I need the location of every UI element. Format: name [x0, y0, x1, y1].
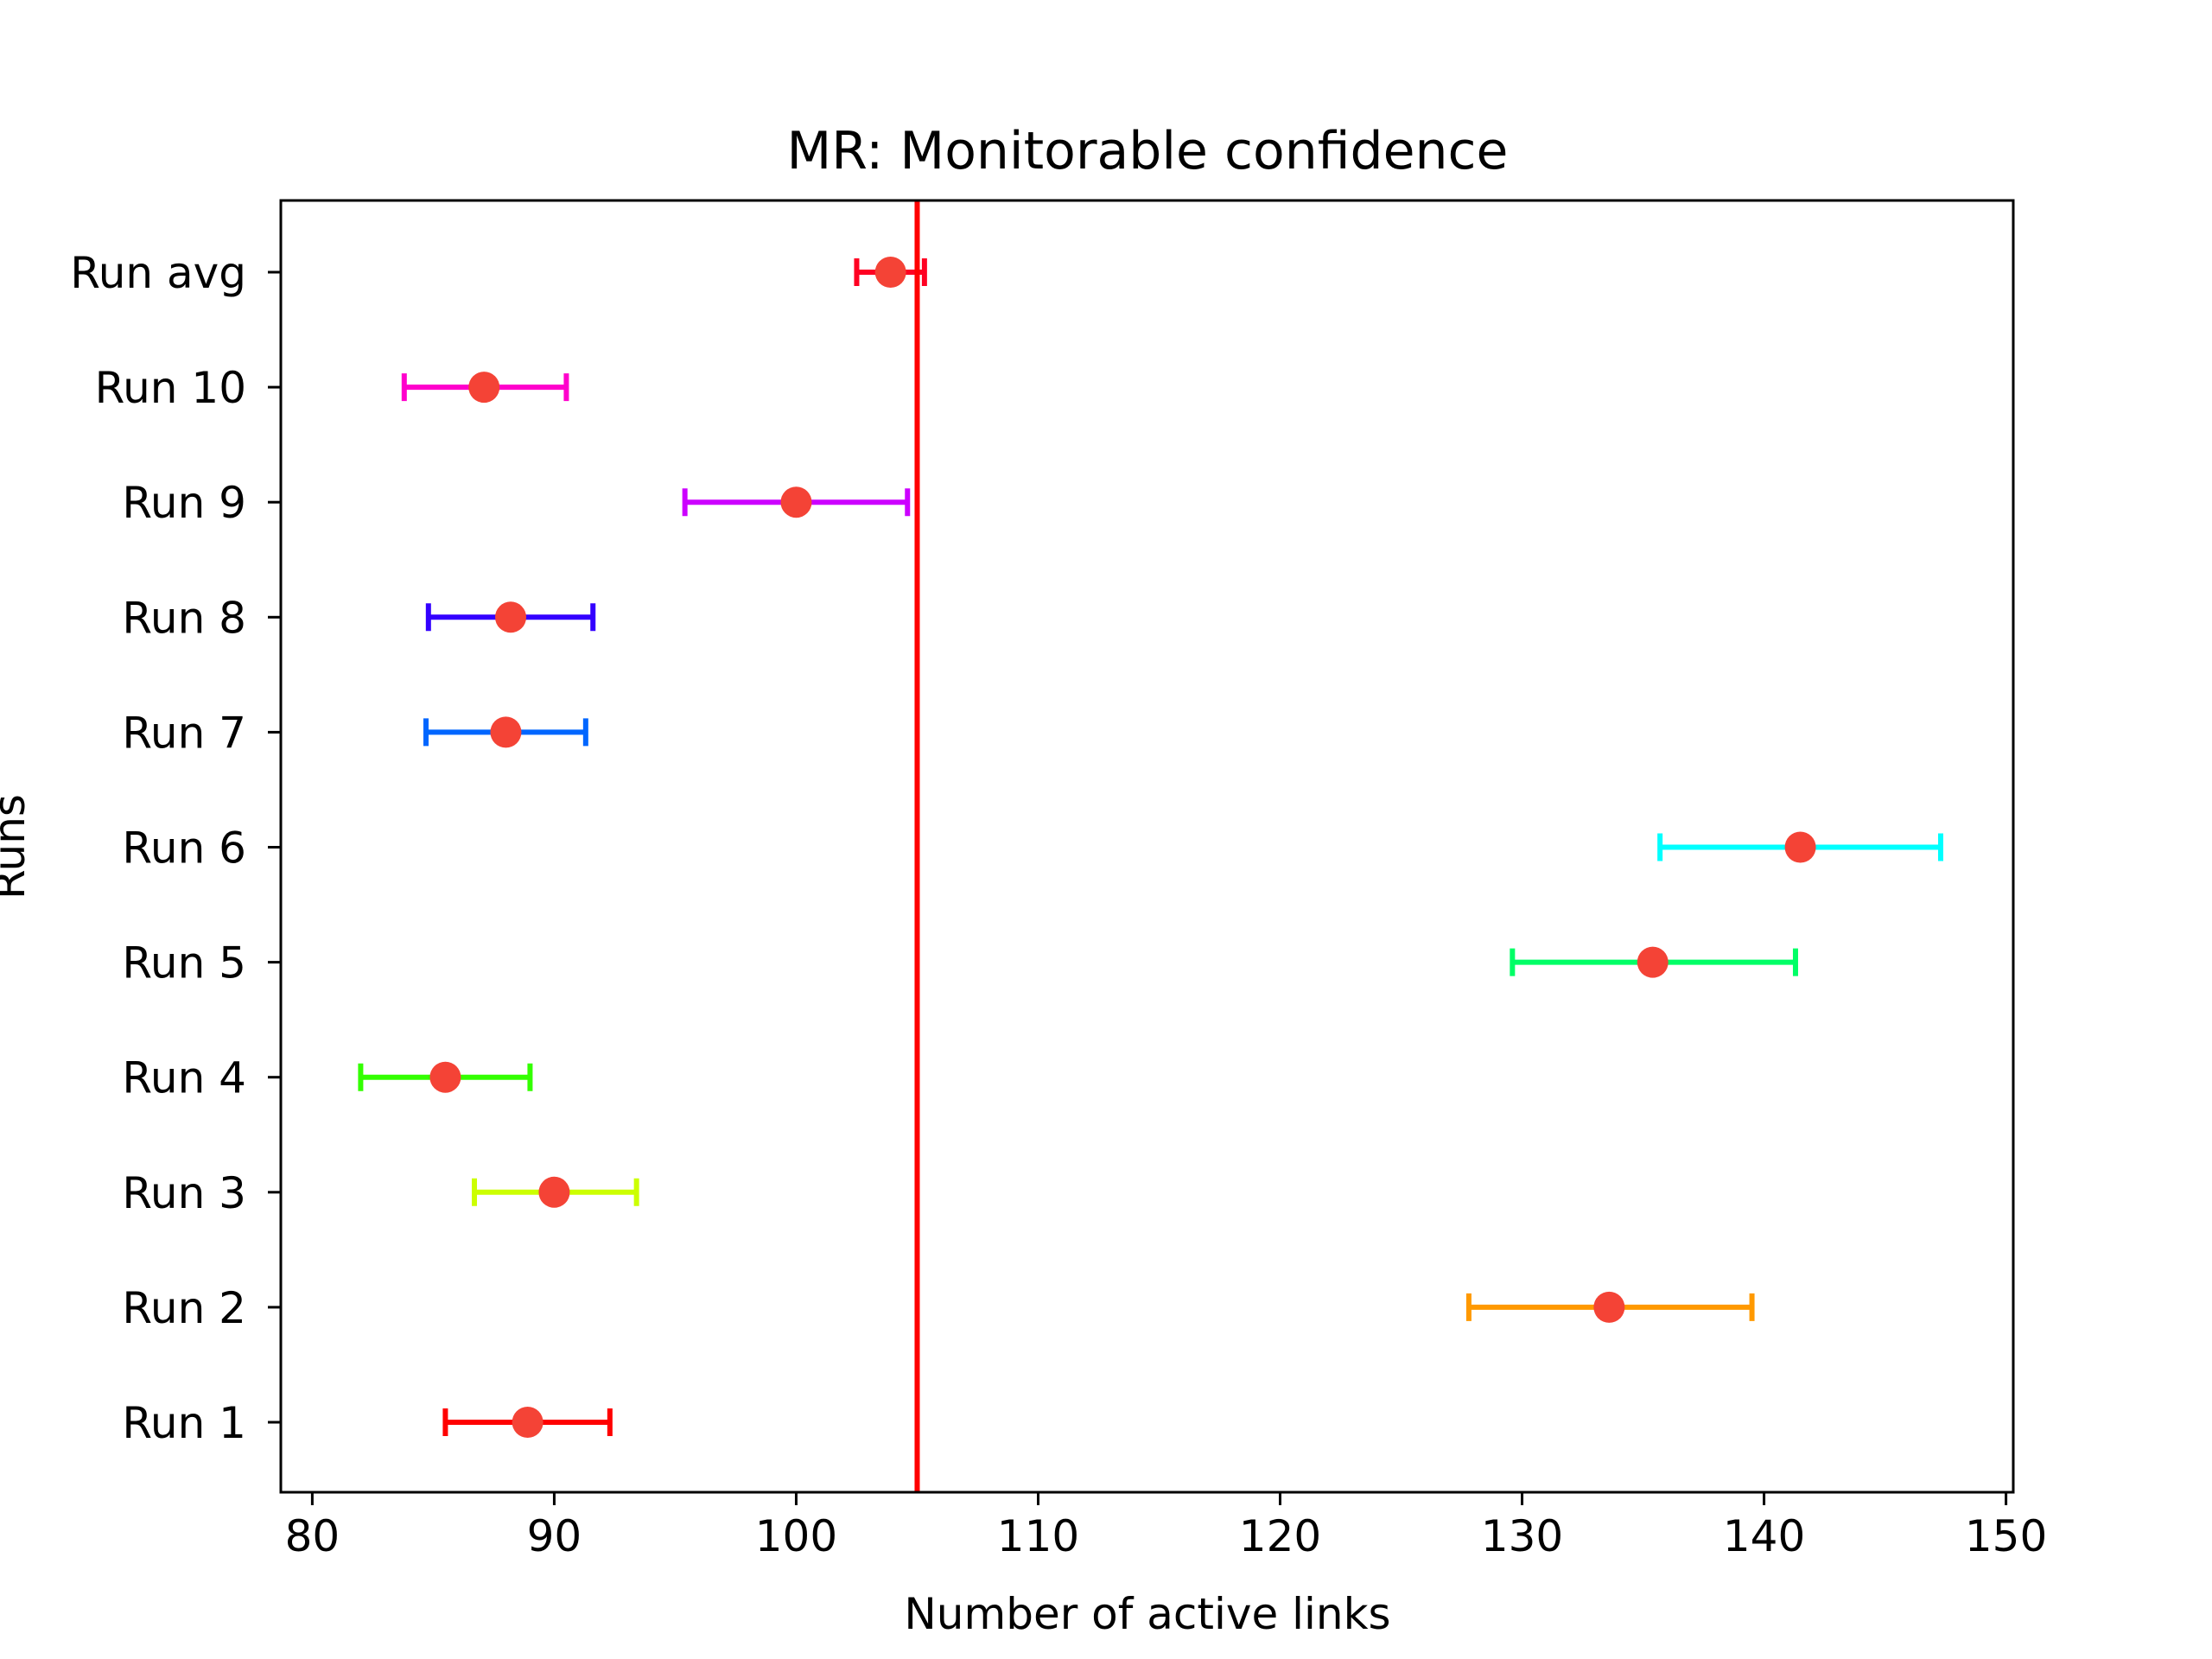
x-tick-label: 90 [527, 1511, 582, 1561]
error-bar-6 [1657, 831, 1943, 863]
y-tick-label: Run 4 [122, 1053, 246, 1103]
x-tick-label: 100 [755, 1511, 837, 1561]
x-tick-label: 120 [1239, 1511, 1321, 1561]
data-point [780, 486, 812, 518]
y-axis-label: Runs [0, 794, 35, 899]
y-tick-label: Run 6 [122, 823, 246, 874]
x-tick-label: 140 [1723, 1511, 1805, 1561]
y-tick-label: Run 7 [122, 708, 246, 758]
y-tick-label: Run 1 [122, 1398, 246, 1448]
error-bar-8 [425, 601, 596, 633]
x-tick-label: 80 [285, 1511, 340, 1561]
error-bar-4 [358, 1061, 533, 1093]
y-tick-label: Run 9 [122, 478, 246, 528]
data-point [538, 1176, 570, 1208]
data-point [1593, 1291, 1625, 1323]
data-point [429, 1061, 461, 1093]
error-bar-9 [682, 486, 911, 518]
data-point [468, 372, 500, 404]
chart-title: MR: Monitorable confidence [787, 121, 1509, 181]
y-tick-label: Run 2 [122, 1283, 246, 1333]
y-axis-ticks: Run 1 Run 2 Run 3 Run 4 Run 5 Run 6 Run 7 Run 8… [70, 248, 281, 1448]
axes-frame [279, 199, 2015, 1494]
x-axis-label: Number of active links [904, 1589, 1390, 1639]
y-tick-label: Run 3 [122, 1168, 246, 1218]
x-tick-label: 110 [997, 1511, 1079, 1561]
error-bar-10 [401, 372, 569, 404]
x-tick-label: 150 [1965, 1511, 2047, 1561]
error-bar-1 [442, 1407, 613, 1438]
x-tick-label: 130 [1481, 1511, 1563, 1561]
data-point [495, 601, 527, 633]
y-tick-label: Run avg [70, 248, 246, 298]
error-bar-7 [423, 716, 588, 748]
error-bar-2 [1465, 1291, 1755, 1323]
data-point [874, 257, 906, 288]
data-point [512, 1407, 543, 1438]
data-point [1784, 831, 1816, 863]
y-tick-label: Run 10 [95, 363, 246, 413]
error-bar-11 [854, 257, 927, 288]
y-tick-label: Run 8 [122, 593, 246, 643]
data-point [490, 716, 522, 748]
error-bar-3 [472, 1176, 639, 1208]
x-axis-ticks: 80 90 100 110 120 130 140 150 [285, 1492, 2047, 1561]
error-bar-5 [1510, 946, 1798, 978]
data-point [1637, 946, 1669, 978]
y-tick-label: Run 5 [122, 938, 246, 988]
plot-area [358, 200, 1943, 1492]
